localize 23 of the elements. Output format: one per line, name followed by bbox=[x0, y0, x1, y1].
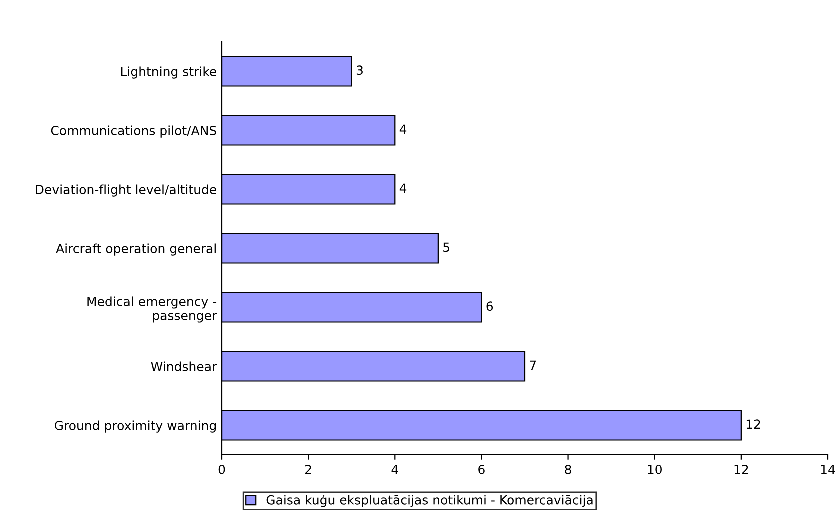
x-tick-label: 14 bbox=[821, 465, 836, 474]
y-tick-label: Communications pilot/ANS bbox=[51, 126, 216, 138]
x-tick-label: 6 bbox=[478, 464, 485, 474]
data-label: 4 bbox=[400, 184, 407, 193]
x-tick-label: 4 bbox=[392, 465, 398, 474]
data-label: 3 bbox=[356, 66, 363, 76]
data-label: 7 bbox=[530, 360, 536, 370]
data-label: 4 bbox=[400, 124, 407, 134]
y-tick-label: Ground proximity warning bbox=[55, 420, 216, 433]
x-tick-label: 12 bbox=[734, 464, 748, 474]
x-tick-label: 10 bbox=[648, 464, 662, 474]
y-tick-label: Lightning strike bbox=[121, 66, 216, 79]
y-tick-label: Medical emergency - passenger bbox=[88, 296, 218, 323]
y-tick-label: Deviation-flight level/altitude bbox=[36, 184, 216, 197]
y-tick-label: Windshear bbox=[151, 362, 218, 372]
data-label: 6 bbox=[486, 302, 494, 312]
x-tick-label: 0 bbox=[218, 464, 226, 474]
legend-label: Gaisa kuģu ekspluatācijas notikumi - Komercaviācija bbox=[266, 494, 593, 508]
y-tick-label: Aircraft operation general bbox=[56, 244, 216, 256]
data-label: 5 bbox=[444, 242, 450, 252]
x-tick-label: 2 bbox=[306, 464, 312, 474]
data-label: 12 bbox=[746, 420, 760, 429]
x-tick-label: 8 bbox=[565, 464, 572, 474]
